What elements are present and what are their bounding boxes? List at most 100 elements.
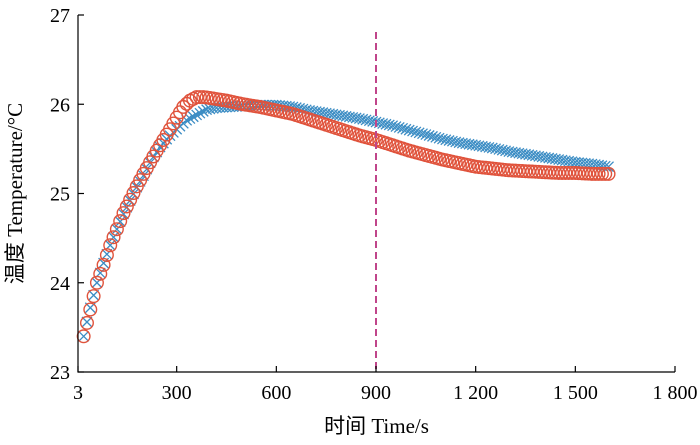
x-tick-label: 1 800 [653,382,698,404]
cross-marker [191,109,203,121]
cross-marker [114,216,126,228]
cross-marker [353,113,365,124]
cross-marker [536,151,548,163]
circle-marker [598,166,613,181]
cross-marker [470,139,482,151]
x-tick-label: 3 [73,382,83,404]
cross-marker [563,155,575,167]
y-tick-label: 26 [50,94,70,116]
cross-marker [486,142,498,154]
series-circle [76,90,616,344]
circle-marker [109,222,124,237]
cross-marker [380,118,392,130]
cross-marker [101,248,113,260]
cross-marker [327,108,339,120]
cross-marker [503,146,515,158]
cross-marker [427,130,438,142]
cross-marker [357,113,369,125]
cross-marker [350,112,362,124]
cross-marker [187,111,199,123]
cross-marker [324,108,335,120]
cross-marker [460,138,472,150]
cross-marker [108,231,120,243]
cross-marker [417,128,428,140]
cross-marker [407,125,419,137]
circle-marker [106,230,121,245]
cross-marker [387,120,399,132]
x-axis-label: 时间 Time/s [324,414,429,438]
y-axis-label: 温度 Temperature/°C [3,103,27,284]
cross-marker [553,154,565,166]
cross-marker [513,147,525,159]
cross-marker [377,118,389,129]
cross-marker [546,153,558,164]
cross-marker [400,123,412,135]
cross-marker [516,148,528,160]
cross-marker [310,106,322,118]
cross-marker [337,110,349,122]
circle-marker [113,214,128,229]
circle-marker [189,90,204,105]
cross-marker [559,155,571,167]
cross-marker [446,135,458,147]
cross-marker [453,137,465,149]
cross-marker [476,140,488,152]
cross-marker [496,144,508,156]
cross-marker [603,161,615,173]
circle-marker [116,206,131,221]
cross-marker [526,149,538,161]
circle-marker [186,91,201,106]
cross-marker [390,121,402,133]
cross-marker [473,140,485,152]
cross-marker [483,141,495,153]
x-tick-label: 900 [361,382,391,404]
circle-marker [86,289,101,304]
cross-marker [420,129,432,141]
cross-marker [81,316,93,328]
cross-marker [523,149,535,161]
cross-marker [91,277,103,289]
circle-marker [591,166,606,181]
cross-marker [533,150,545,162]
cross-marker [456,137,468,149]
cross-marker [111,223,123,235]
cross-marker [506,146,518,158]
x-tick-label: 1 200 [453,382,498,404]
cross-marker [403,124,415,136]
circle-marker [126,186,141,201]
cross-marker [340,110,352,122]
cross-marker [204,103,216,115]
cross-marker [549,153,561,165]
cross-marker [343,111,355,123]
cross-marker [530,150,541,162]
circle-marker [123,192,138,207]
y-tick-label: 24 [50,273,70,295]
cross-marker [556,154,568,166]
circle-marker [103,238,118,253]
cross-marker [450,136,462,148]
cross-marker [347,111,359,123]
cross-marker [543,152,555,164]
cross-marker [88,289,100,301]
cross-marker [430,131,442,143]
circle-marker [96,257,111,272]
circle-marker [119,199,134,214]
cross-marker [397,122,409,134]
cross-marker [194,107,206,119]
cross-marker [363,115,375,127]
circle-marker [565,165,580,180]
cross-marker [443,135,455,146]
cross-marker [433,132,445,144]
cross-marker [201,104,213,116]
circle-marker [192,90,207,105]
cross-marker [184,113,196,124]
cross-marker [500,145,512,157]
y-tick-label: 27 [50,5,70,27]
ticks-layer: 3 300 600 900 1 200 1 500 1 800 23 24 25 26 27 [50,5,698,404]
cross-marker [440,134,452,146]
cross-marker [466,139,478,151]
cross-marker [510,147,521,159]
circle-marker [594,166,609,181]
cross-marker [383,119,395,131]
